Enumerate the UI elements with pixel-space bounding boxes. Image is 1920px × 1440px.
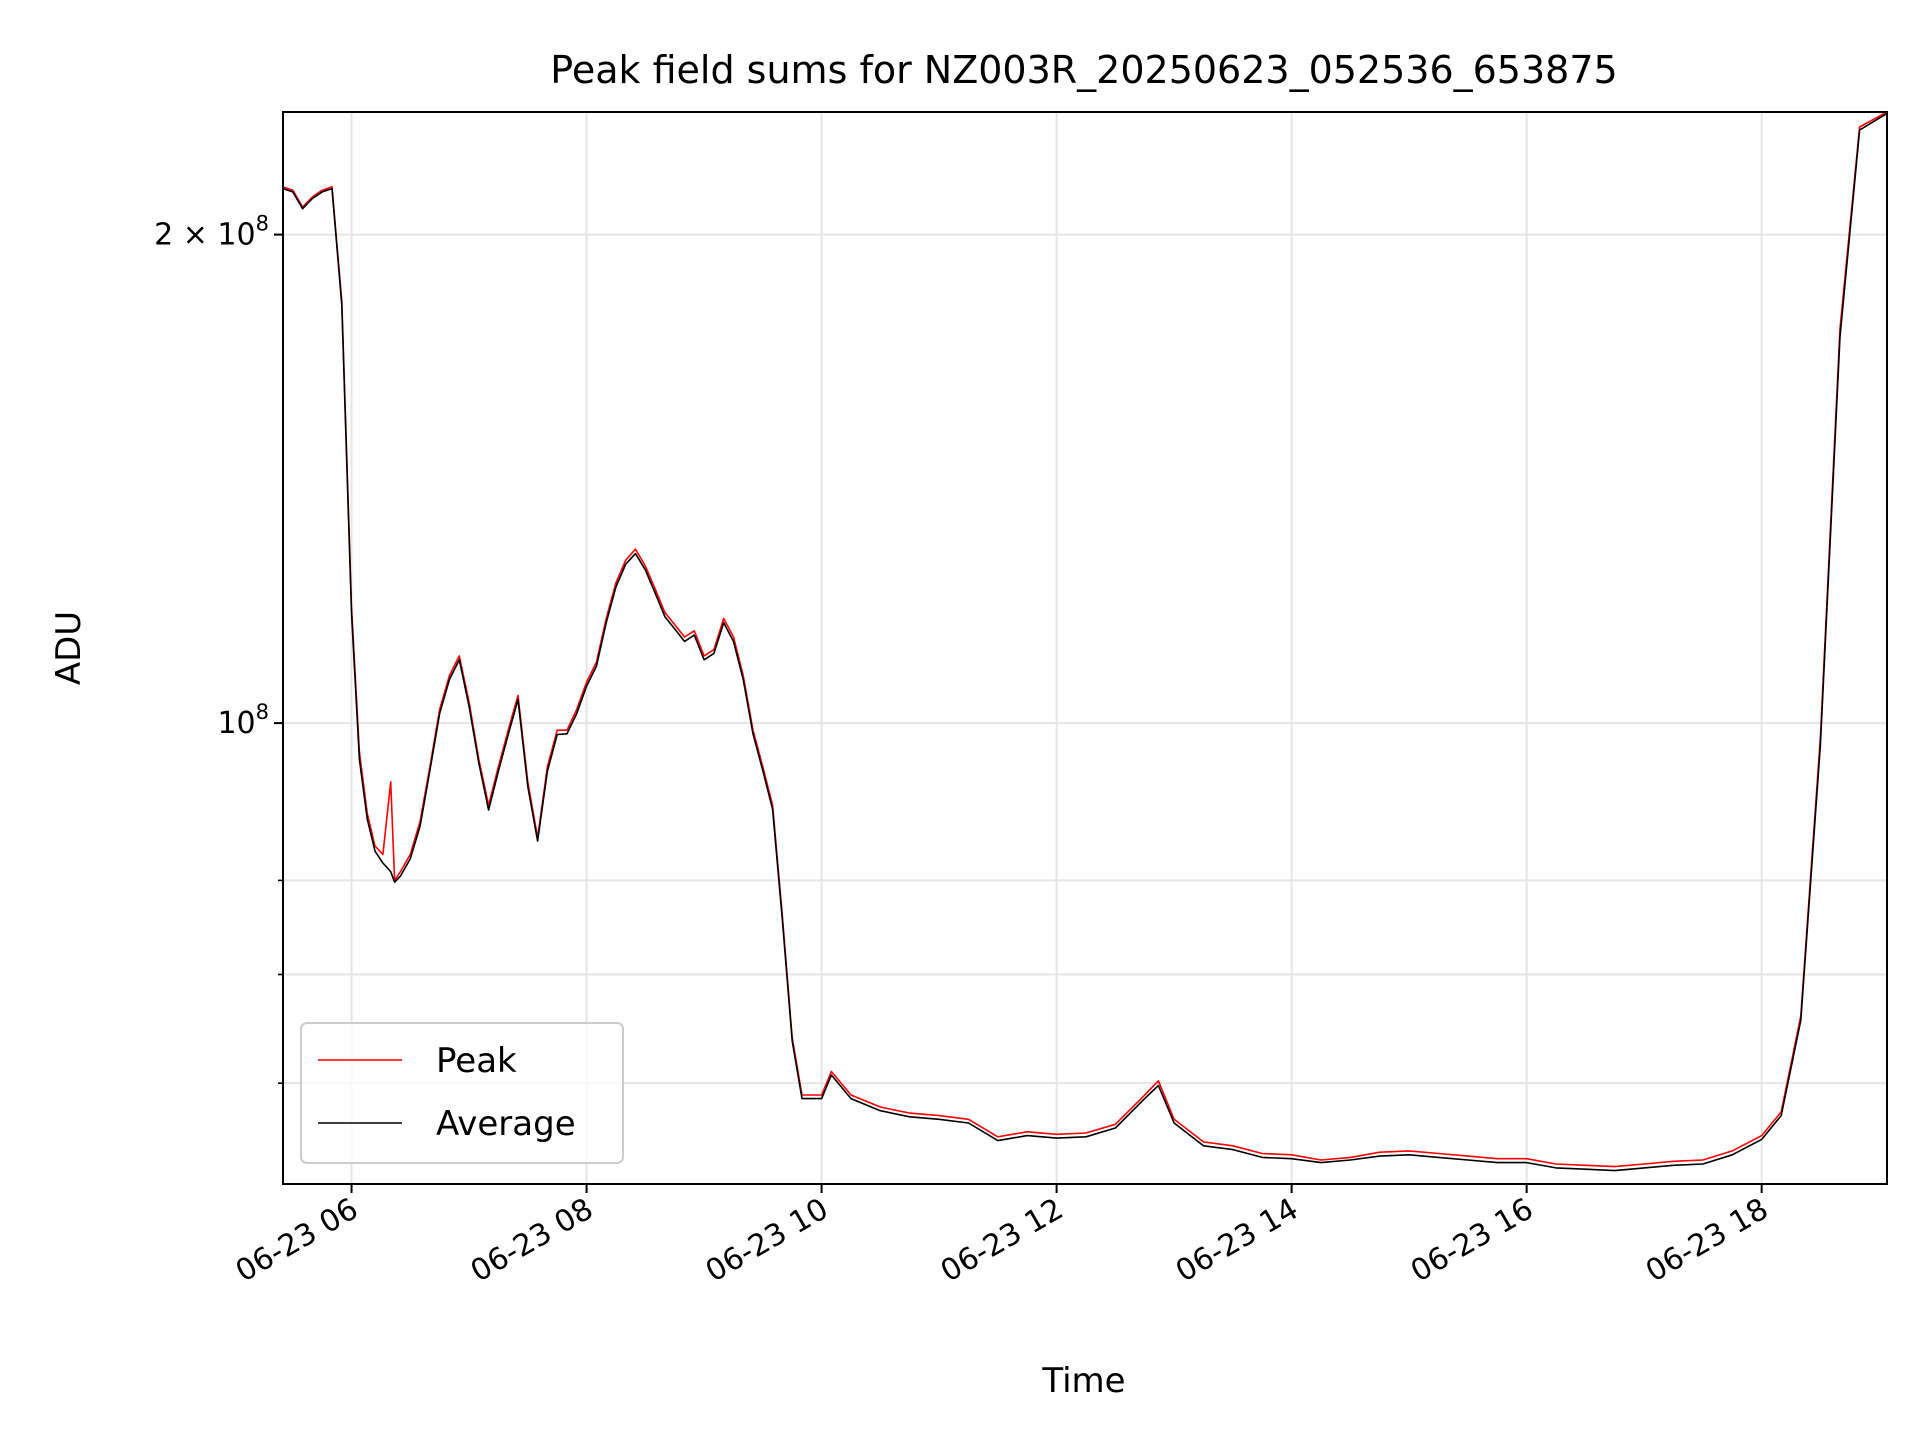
y-tick-label-base: 2 × 10 [154, 218, 255, 253]
plot-frame [282, 111, 1888, 1185]
chart-title: Peak field sums for NZ003R_20250623_0525… [550, 48, 1617, 92]
y-tick-label-exponent: 8 [256, 700, 269, 724]
y-tick-label-base: 10 [217, 706, 255, 741]
y-axis-label: ADU [49, 611, 89, 685]
y-tick-label: 2 × 108 [154, 212, 269, 253]
x-axis-label: Time [1041, 1361, 1125, 1401]
series-line-average [282, 112, 1888, 1172]
legend-box [300, 1022, 624, 1164]
legend-label-average: Average [436, 1104, 576, 1144]
grid-lines [283, 112, 1887, 1184]
y-tick-label: 108 [217, 700, 269, 741]
legend-label-peak: Peak [436, 1041, 517, 1081]
plot-series [282, 111, 1888, 1172]
legend: Peak Average [300, 1022, 624, 1164]
y-tick-label-exponent: 8 [256, 212, 269, 236]
series-line-peak [282, 111, 1888, 1168]
